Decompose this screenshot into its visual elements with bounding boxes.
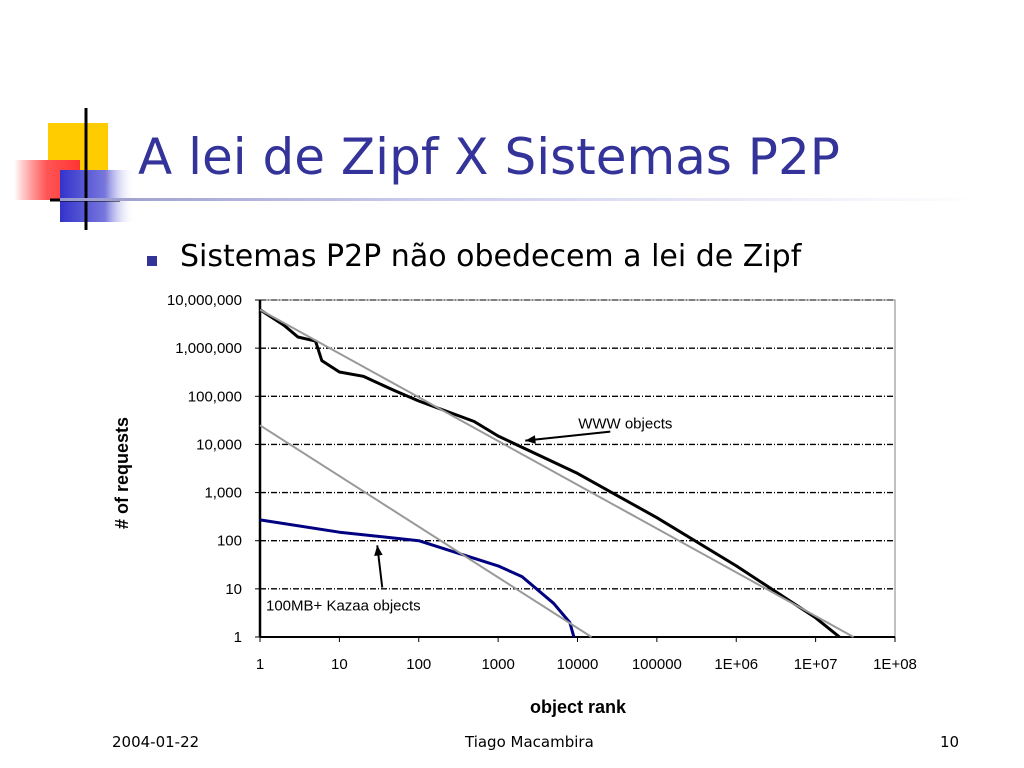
chart-series: [259, 308, 854, 639]
chart-annotations: WWW objects 100MB+ Kazaa objects: [266, 416, 672, 615]
x-tick-label: 10000: [557, 656, 599, 673]
slide-logo: [10, 108, 140, 233]
bullet-text: Sistemas P2P não obedecem a lei de Zipf: [180, 239, 802, 274]
x-tick-label: 100000: [632, 656, 682, 673]
bullet-square-icon: [147, 256, 157, 266]
series-line: [259, 424, 593, 638]
x-tick-label: 10: [331, 656, 348, 673]
x-tick-label: 1E+08: [873, 656, 917, 673]
annotation-arrowhead: [374, 545, 383, 556]
y-tick-label: 10,000,000: [167, 292, 242, 309]
x-tick-label: 100: [406, 656, 431, 673]
y-tick-label: 10,000: [196, 436, 242, 453]
y-tick-label: 100: [217, 533, 242, 550]
y-tick-label: 1,000,000: [175, 340, 242, 357]
y-tick-label: 1: [234, 629, 242, 646]
y-axis-label: # of requests: [112, 417, 132, 529]
zipf-chart: 1 10 100 1,000 10,000 100,000 1,000,000 10,000,…: [112, 292, 917, 717]
chart-grid: [260, 299, 895, 590]
series-line: [259, 518, 576, 638]
annotation-label: 100MB+ Kazaa objects: [266, 598, 421, 615]
annotation-label: WWW objects: [578, 416, 672, 433]
logo-blue-bar: [60, 170, 135, 222]
annotation-arrow: [525, 430, 611, 442]
annotation-arrowhead: [525, 435, 536, 444]
footer-author: Tiago Macambira: [465, 733, 594, 751]
y-tick-label: 1,000: [204, 485, 242, 502]
slide-title: A lei de Zipf X Sistemas P2P: [138, 128, 840, 186]
chart-tick-labels: 1 10 100 1,000 10,000 100,000 1,000,000 10,000,…: [167, 292, 917, 673]
x-tick-label: 1E+06: [714, 656, 758, 673]
series-line: [259, 308, 841, 639]
x-tick-label: 1: [256, 656, 264, 673]
title-underline: [60, 198, 980, 201]
y-tick-label: 100,000: [188, 388, 242, 405]
footer-date: 2004-01-22: [112, 733, 200, 751]
x-axis-label: object rank: [530, 697, 627, 717]
x-tick-label: 1E+07: [794, 656, 838, 673]
y-tick-label: 10: [225, 581, 242, 598]
x-tick-label: 1000: [481, 656, 514, 673]
chart-axes: [255, 299, 896, 642]
footer-page-number: 10: [940, 733, 960, 751]
plot-area-border: [259, 299, 896, 638]
series-line: [259, 308, 854, 638]
